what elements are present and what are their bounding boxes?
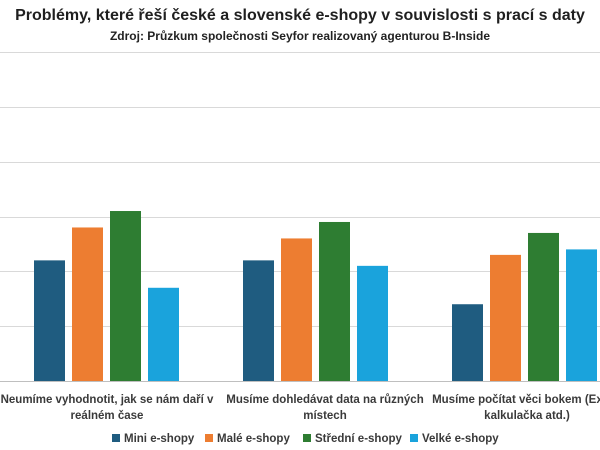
bar xyxy=(528,232,559,381)
bar xyxy=(110,211,141,381)
legend-label: Mini e-shopy xyxy=(124,433,195,445)
legend-item: Velké e-shopy xyxy=(410,433,499,445)
legend: Mini e-shopy Malé e-shopy Střední e-shopy V… xyxy=(112,433,499,445)
legend-swatch xyxy=(303,434,311,442)
legend-swatch xyxy=(112,434,120,442)
legend-label: Střední e-shopy xyxy=(315,433,403,445)
bar xyxy=(281,238,312,381)
legend-item: Mini e-shopy xyxy=(112,433,195,445)
bar xyxy=(72,227,103,381)
category-label: Neumíme vyhodnotit, jak se nám daří v xyxy=(1,394,214,406)
bar xyxy=(319,221,350,381)
chart-subtitle: Zdroj: Průzkum společnosti Seyfor realiz… xyxy=(109,29,491,43)
bar xyxy=(148,287,179,381)
bar xyxy=(566,249,597,381)
category-label: reálném čase xyxy=(71,410,144,422)
category-label: Musíme dohledávat data na různých xyxy=(226,394,423,406)
legend-item: Střední e-shopy xyxy=(303,433,403,445)
legend-item: Malé e-shopy xyxy=(205,433,290,445)
bar xyxy=(243,260,274,381)
legend-label: Malé e-shopy xyxy=(217,433,290,445)
bar xyxy=(490,254,521,381)
category-label: místech xyxy=(303,410,346,422)
bar xyxy=(357,265,388,381)
category-label: Musíme počítat věci bokem (Excel, xyxy=(432,394,600,406)
legend-label: Velké e-shopy xyxy=(422,433,499,445)
bar xyxy=(34,260,65,381)
legend-swatch xyxy=(410,434,418,442)
category-labels: Neumíme vyhodnotit, jak se nám daří v reá… xyxy=(1,394,600,422)
chart-title: Problémy, které řeší české a slovenské e… xyxy=(15,7,585,24)
legend-swatch xyxy=(205,434,213,442)
bar xyxy=(452,304,483,381)
bars xyxy=(34,211,597,381)
category-label: kalkulačka atd.) xyxy=(484,410,570,422)
